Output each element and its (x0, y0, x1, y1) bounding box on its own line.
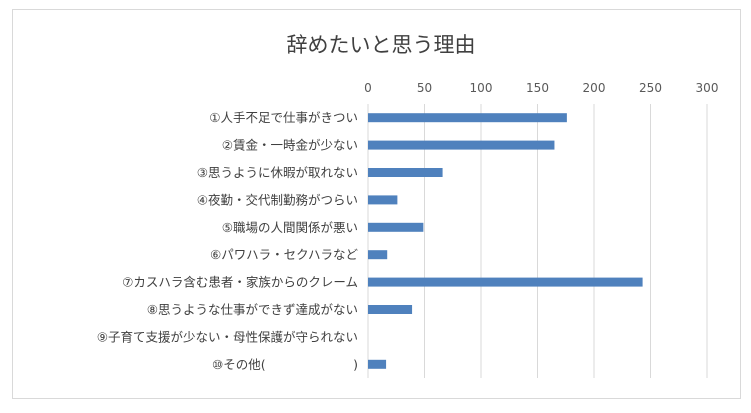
bar (368, 195, 398, 205)
x-tick-label: 150 (526, 81, 549, 95)
chart-title: 辞めたいと思う理由 (287, 33, 476, 57)
category-label: ⑨子育て支援が少ない・母性保護が守られない (97, 329, 358, 344)
bar (368, 250, 388, 260)
category-label: ⑥パワハラ・セクハラなど (210, 247, 358, 262)
category-label: ⑤職場の人間関係が悪い (222, 220, 358, 235)
x-tick-label: 300 (696, 81, 719, 95)
bar (368, 305, 413, 314)
category-label: ②賃金・一時金が少ない (222, 138, 358, 153)
category-label: ①人手不足で仕事がきつい (209, 110, 358, 125)
bar (368, 359, 387, 369)
bar (368, 277, 643, 287)
category-label: ⑩その他( ) (212, 357, 358, 372)
x-tick-label: 250 (639, 81, 662, 95)
category-label: ⑦カスハラ含む患者・家族からのクレーム (122, 275, 358, 290)
x-tick-label: 200 (583, 81, 606, 95)
bar (368, 113, 567, 123)
category-label: ④夜勤・交代制勤務がつらい (197, 192, 358, 207)
bar (368, 168, 443, 177)
x-tick-label: 0 (364, 81, 372, 95)
category-label: ③思うように休暇が取れない (197, 165, 358, 180)
bar (368, 140, 555, 150)
x-tick-label: 100 (470, 81, 493, 95)
category-label: ⑧思うような仕事ができず達成がない (147, 302, 358, 317)
x-tick-label: 50 (417, 81, 432, 95)
bar (368, 222, 424, 232)
